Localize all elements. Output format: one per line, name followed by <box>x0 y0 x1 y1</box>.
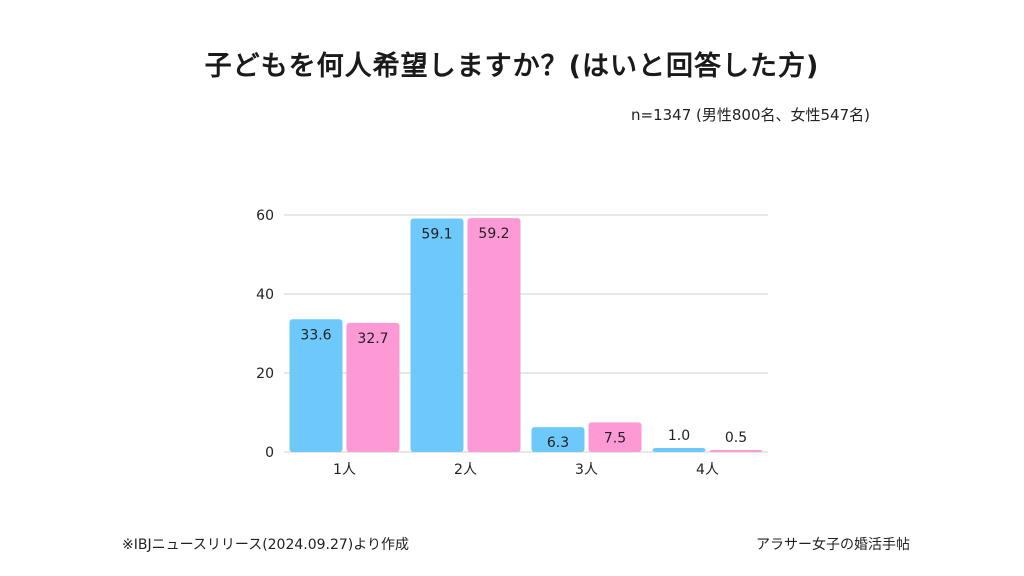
bar <box>652 448 706 452</box>
x-axis-ticks: 1人 2人 3人 4人 <box>333 462 719 478</box>
data-label: 0.5 <box>725 430 747 446</box>
y-tick-label: 40 <box>256 287 274 303</box>
bar <box>467 218 521 452</box>
data-label: 59.2 <box>478 226 509 242</box>
x-tick-label: 4人 <box>696 462 719 478</box>
data-label: 59.1 <box>421 227 452 243</box>
source-note: ※IBJニュースリリース(2024.09.27)より作成 <box>122 537 409 553</box>
y-tick-label: 0 <box>265 445 274 461</box>
x-tick-label: 1人 <box>333 462 356 478</box>
data-label: 7.5 <box>604 430 626 446</box>
data-label: 6.3 <box>547 435 569 451</box>
bar <box>709 450 763 452</box>
data-label: 1.0 <box>668 428 690 444</box>
data-label: 32.7 <box>357 331 388 347</box>
bars <box>289 218 763 452</box>
sample-size-note: n=1347 (男性800名、女性547名) <box>631 106 870 124</box>
data-labels: 33.6 32.7 59.1 59.2 6.3 7.5 1.0 0.5 <box>300 226 747 451</box>
brand-credit: アラサー女子の婚活手帖 <box>756 537 910 553</box>
bar <box>289 319 343 452</box>
y-axis-ticks: 0 20 40 60 <box>256 208 274 461</box>
chart-title: 子どもを何人希望しますか？(はいと回答した方) <box>204 51 820 82</box>
x-tick-label: 2人 <box>454 462 477 478</box>
x-tick-label: 3人 <box>575 462 598 478</box>
y-tick-label: 60 <box>256 208 274 224</box>
bar <box>410 218 464 452</box>
bar <box>588 422 642 452</box>
y-tick-label: 20 <box>256 366 274 382</box>
data-label: 33.6 <box>300 327 331 343</box>
bar <box>346 322 400 452</box>
bar <box>531 427 585 452</box>
